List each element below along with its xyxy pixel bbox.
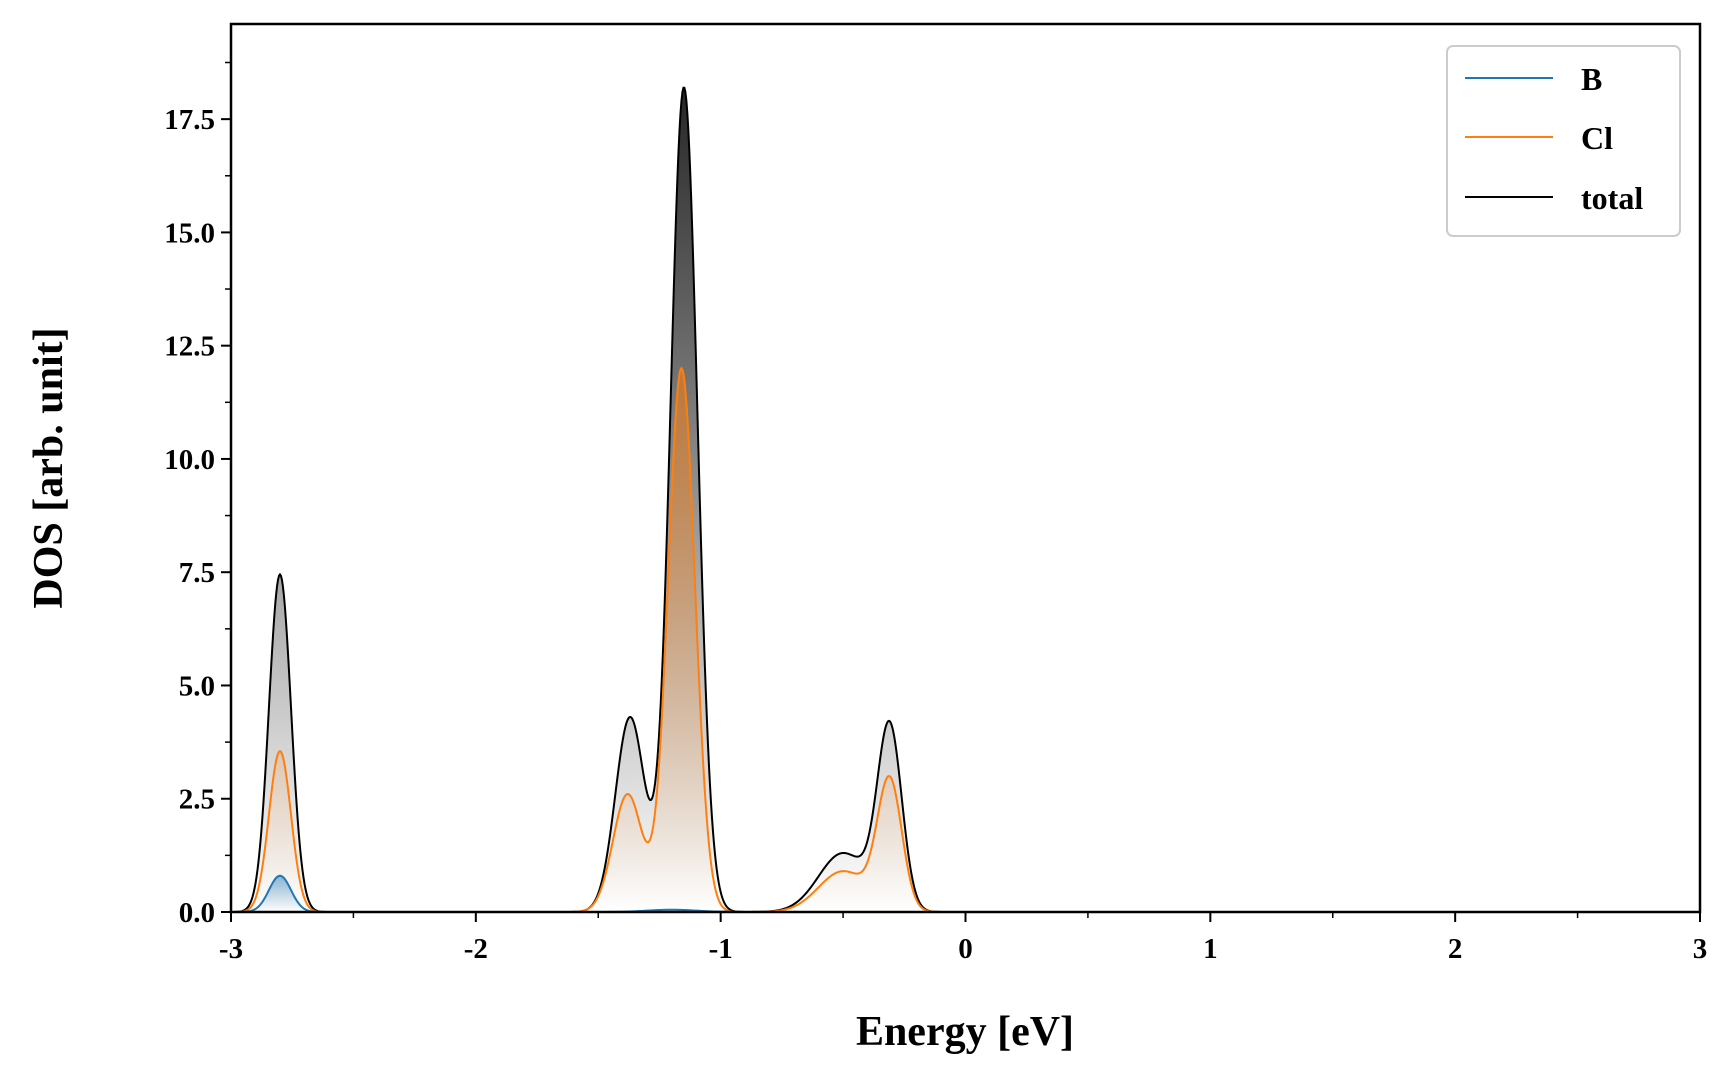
series-area-b	[231, 875, 1700, 912]
y-tick-label: 10.0	[164, 444, 215, 476]
legend-label-b: B	[1581, 61, 1602, 97]
legend-label-total: total	[1581, 180, 1643, 216]
x-tick-label: -3	[219, 933, 243, 965]
x-tick-label: 0	[958, 933, 973, 965]
plot-frame	[229, 22, 1702, 914]
series-line-b	[231, 874, 1700, 912]
y-tick-label: 7.5	[179, 557, 215, 589]
x-tick-label: 2	[1448, 933, 1463, 965]
x-tick-label: -1	[709, 933, 733, 965]
x-tick-label: 3	[1693, 933, 1708, 965]
y-tick-label: 17.5	[164, 104, 215, 136]
series-area-cl	[231, 368, 1700, 912]
y-tick-label: 2.5	[179, 784, 215, 816]
legend-box	[1446, 45, 1681, 237]
legend: B Cl total	[1446, 45, 1681, 237]
series-line-cl	[231, 366, 1700, 912]
y-tick-label: 12.5	[164, 331, 215, 363]
y-tick-label: 15.0	[164, 217, 215, 249]
x-axis-label: Energy [eV]	[856, 1009, 1074, 1055]
y-tick-label: 5.0	[179, 670, 215, 702]
y-tick-label: 0.0	[179, 897, 215, 929]
x-tick-label: 1	[1203, 933, 1218, 965]
x-tick-label: -2	[464, 933, 488, 965]
y-axis-label: DOS [arb. unit]	[26, 327, 72, 608]
legend-label-cl: Cl	[1581, 120, 1613, 156]
